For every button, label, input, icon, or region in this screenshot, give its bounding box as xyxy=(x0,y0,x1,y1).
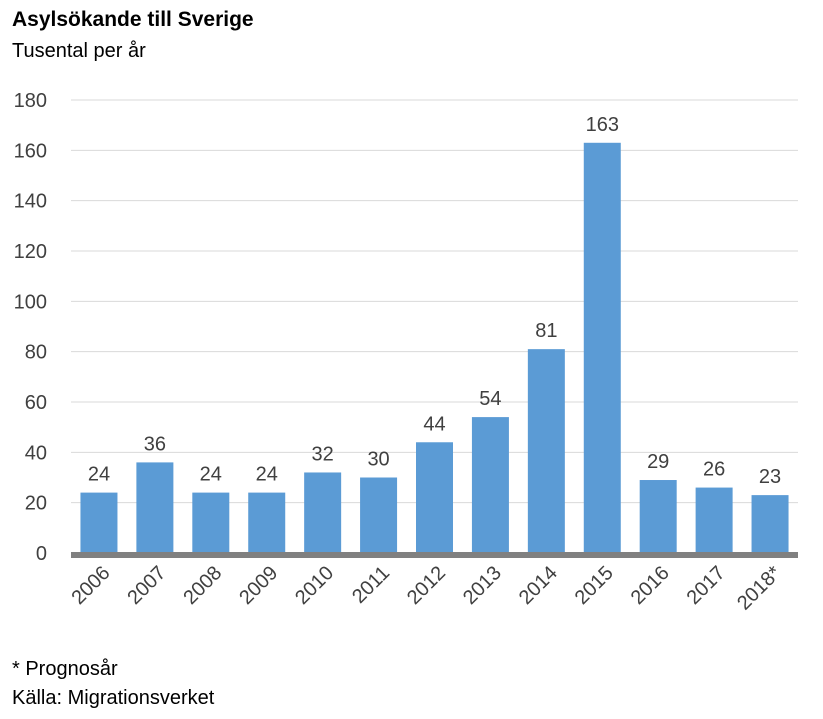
bar xyxy=(136,462,174,553)
x-tick-label: 2010 xyxy=(291,562,338,609)
x-axis xyxy=(71,552,798,558)
y-tick-label: 80 xyxy=(25,342,47,364)
bars xyxy=(80,142,789,554)
y-tick-label: 140 xyxy=(14,191,47,213)
x-tick-label: 2016 xyxy=(627,562,674,609)
y-tick-label: 20 xyxy=(25,493,47,515)
footnote-source: Källa: Migrationsverket xyxy=(12,687,215,709)
x-tick-label: 2013 xyxy=(459,562,506,609)
y-tick-label: 180 xyxy=(14,90,47,112)
x-tick-label: 2015 xyxy=(571,562,618,609)
data-label: 23 xyxy=(759,466,781,488)
x-tick-label: 2008 xyxy=(179,562,226,609)
x-tick-label: 2014 xyxy=(515,562,562,609)
chart-subtitle: Tusental per år xyxy=(12,40,146,62)
gridlines xyxy=(71,99,798,504)
data-label: 32 xyxy=(312,443,334,465)
x-axis-line xyxy=(71,552,798,558)
data-label: 26 xyxy=(703,459,725,481)
chart-title: Asylsökande till Sverige xyxy=(12,8,254,31)
x-tick-label: 2006 xyxy=(67,562,114,609)
bar xyxy=(471,417,509,553)
bar xyxy=(304,472,342,553)
footnotes: * Prognosår Källa: Migrationsverket xyxy=(12,655,214,713)
data-label: 36 xyxy=(144,433,166,455)
bar xyxy=(192,492,230,553)
x-tick-label: 2009 xyxy=(235,562,282,609)
data-label: 44 xyxy=(423,413,445,435)
x-tick-label: 2011 xyxy=(348,562,394,608)
data-label: 30 xyxy=(367,449,389,471)
x-tick-label: 2007 xyxy=(123,562,170,609)
y-tick-label: 160 xyxy=(14,140,47,162)
data-label: 29 xyxy=(647,451,669,473)
bar xyxy=(248,492,286,553)
y-tick-label: 100 xyxy=(14,291,47,313)
bar xyxy=(416,442,453,553)
bar xyxy=(695,487,733,553)
data-label: 24 xyxy=(256,464,278,486)
data-label: 163 xyxy=(586,114,619,136)
data-label: 81 xyxy=(535,320,557,342)
x-tick-label: 2018* xyxy=(733,562,786,615)
x-tick-label: 2012 xyxy=(403,562,450,609)
data-labels: 24 36 24 24 32 30 44 54 81 163 29 26 23 xyxy=(88,114,781,488)
y-tick-label: 40 xyxy=(25,442,47,464)
footnote-forecast: * Prognosår xyxy=(12,658,118,680)
bar xyxy=(80,492,118,553)
y-tick-label: 120 xyxy=(14,241,47,263)
y-tick-label: 0 xyxy=(36,543,47,565)
bar xyxy=(639,480,677,553)
bar xyxy=(527,349,565,553)
y-axis-ticks: 0 20 40 60 80 100 120 140 160 180 xyxy=(14,90,47,565)
data-label: 54 xyxy=(479,388,501,410)
data-label: 24 xyxy=(88,464,110,486)
bar xyxy=(583,142,621,554)
x-tick-label: 2017 xyxy=(683,562,730,609)
x-axis-ticks: 2006 2007 2008 2009 2010 2011 2012 2013 2014 2015… xyxy=(67,562,785,615)
bar xyxy=(751,495,789,553)
data-label: 24 xyxy=(200,464,222,486)
bar xyxy=(360,477,398,553)
y-tick-label: 60 xyxy=(25,392,47,414)
